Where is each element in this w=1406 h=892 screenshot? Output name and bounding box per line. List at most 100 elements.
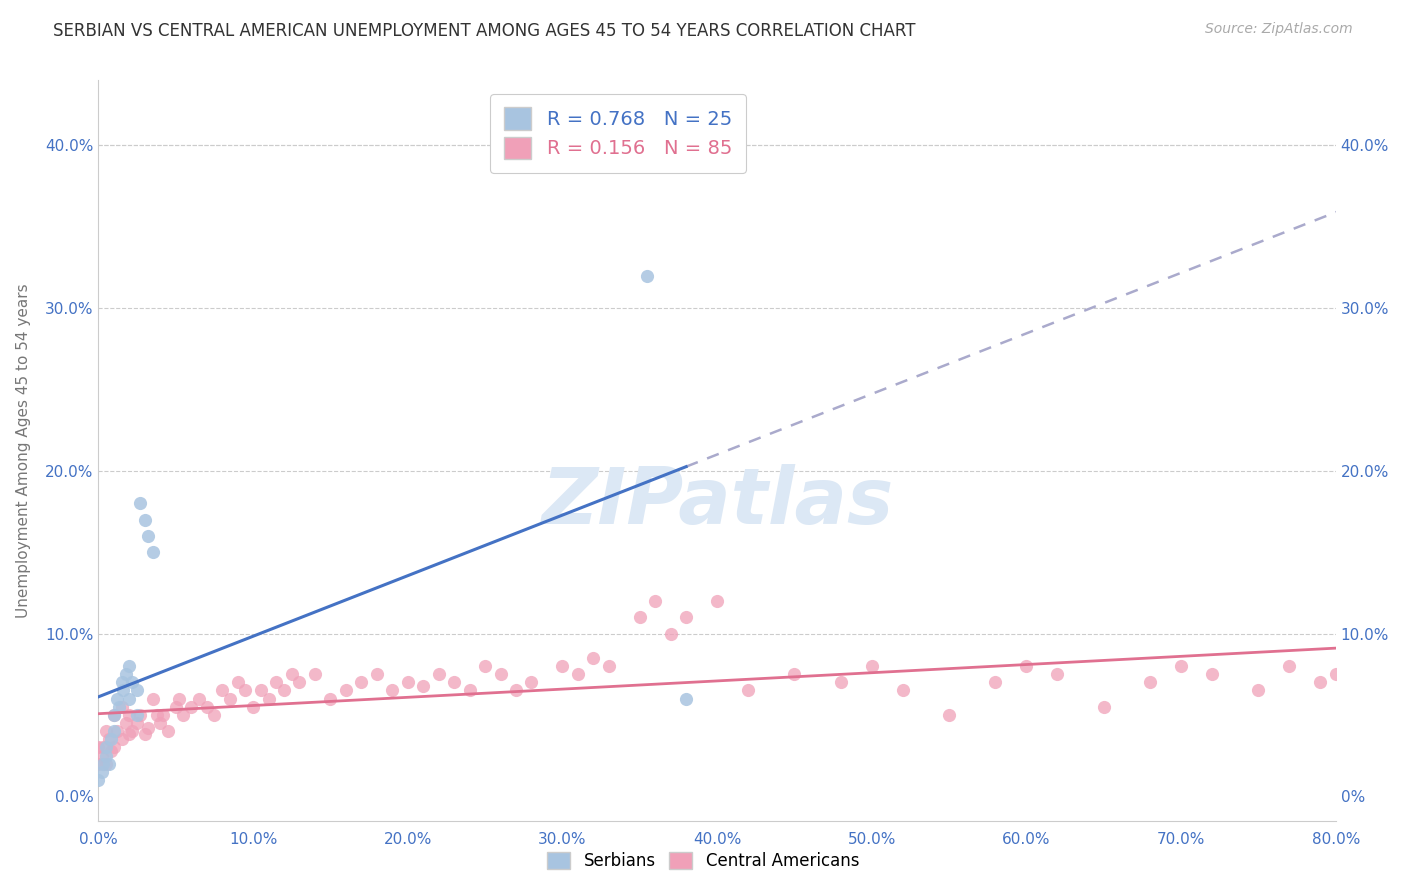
Point	[134, 727, 156, 741]
Point	[96, 740, 118, 755]
Point	[100, 744, 122, 758]
Point	[891, 683, 914, 698]
Point	[830, 675, 852, 690]
Point	[91, 756, 114, 771]
Point	[273, 683, 295, 698]
Point	[505, 683, 527, 698]
Point	[105, 691, 128, 706]
Point	[443, 675, 465, 690]
Point	[91, 740, 114, 755]
Point	[1139, 675, 1161, 690]
Point	[188, 691, 211, 706]
Point	[737, 683, 759, 698]
Point	[105, 724, 128, 739]
Point	[489, 667, 512, 681]
Point	[211, 683, 233, 698]
Point	[628, 610, 651, 624]
Y-axis label: Unemployment Among Ages 45 to 54 years: Unemployment Among Ages 45 to 54 years	[17, 283, 31, 618]
Point	[644, 594, 666, 608]
Point	[636, 268, 658, 283]
Point	[366, 667, 388, 681]
Point	[304, 667, 326, 681]
Point	[129, 707, 152, 722]
Point	[250, 683, 273, 698]
Point	[598, 659, 620, 673]
Point	[675, 691, 697, 706]
Point	[141, 545, 165, 559]
Point	[233, 683, 257, 698]
Point	[90, 748, 112, 763]
Point	[427, 667, 450, 681]
Point	[90, 764, 112, 779]
Point	[226, 675, 249, 690]
Legend: R = 0.768   N = 25, R = 0.156   N = 85: R = 0.768 N = 25, R = 0.156 N = 85	[491, 94, 745, 173]
Point	[96, 756, 118, 771]
Point	[118, 659, 141, 673]
Point	[1015, 659, 1038, 673]
Point	[111, 732, 132, 747]
Point	[98, 756, 121, 771]
Point	[118, 691, 141, 706]
Text: Source: ZipAtlas.com: Source: ZipAtlas.com	[1205, 22, 1353, 37]
Point	[103, 707, 125, 722]
Point	[1046, 667, 1069, 681]
Point	[121, 724, 143, 739]
Point	[1201, 667, 1223, 681]
Point	[141, 691, 165, 706]
Point	[281, 667, 304, 681]
Point	[118, 727, 141, 741]
Point	[103, 707, 125, 722]
Point	[111, 699, 132, 714]
Point	[96, 724, 118, 739]
Point	[551, 659, 574, 673]
Point	[860, 659, 883, 673]
Point	[458, 683, 481, 698]
Point	[167, 691, 190, 706]
Point	[319, 691, 342, 706]
Point	[219, 691, 242, 706]
Point	[350, 675, 373, 690]
Point	[118, 707, 141, 722]
Point	[129, 496, 152, 510]
Point	[706, 594, 728, 608]
Point	[149, 716, 172, 731]
Point	[98, 732, 121, 747]
Point	[335, 683, 357, 698]
Point	[242, 699, 264, 714]
Point	[103, 740, 125, 755]
Point	[1247, 683, 1270, 698]
Point	[567, 667, 589, 681]
Point	[180, 699, 202, 714]
Point	[474, 659, 496, 673]
Point	[134, 513, 156, 527]
Point	[136, 529, 159, 543]
Point	[783, 667, 806, 681]
Point	[1278, 659, 1301, 673]
Point	[112, 683, 135, 698]
Point	[87, 772, 110, 787]
Point	[146, 707, 169, 722]
Text: SERBIAN VS CENTRAL AMERICAN UNEMPLOYMENT AMONG AGES 45 TO 54 YEARS CORRELATION C: SERBIAN VS CENTRAL AMERICAN UNEMPLOYMENT…	[53, 22, 915, 40]
Point	[115, 716, 138, 731]
Point	[136, 721, 159, 735]
Point	[115, 667, 138, 681]
Point	[582, 651, 605, 665]
Point	[87, 740, 110, 755]
Point	[1324, 667, 1347, 681]
Point	[984, 675, 1007, 690]
Point	[127, 683, 149, 698]
Point	[100, 732, 122, 747]
Point	[257, 691, 280, 706]
Point	[288, 675, 311, 690]
Point	[152, 707, 174, 722]
Point	[659, 626, 682, 640]
Legend: Serbians, Central Americans: Serbians, Central Americans	[540, 845, 866, 877]
Point	[107, 699, 129, 714]
Point	[1092, 699, 1115, 714]
Text: ZIPatlas: ZIPatlas	[541, 464, 893, 541]
Point	[87, 756, 110, 771]
Point	[172, 707, 194, 722]
Point	[938, 707, 960, 722]
Point	[1309, 675, 1331, 690]
Point	[195, 699, 218, 714]
